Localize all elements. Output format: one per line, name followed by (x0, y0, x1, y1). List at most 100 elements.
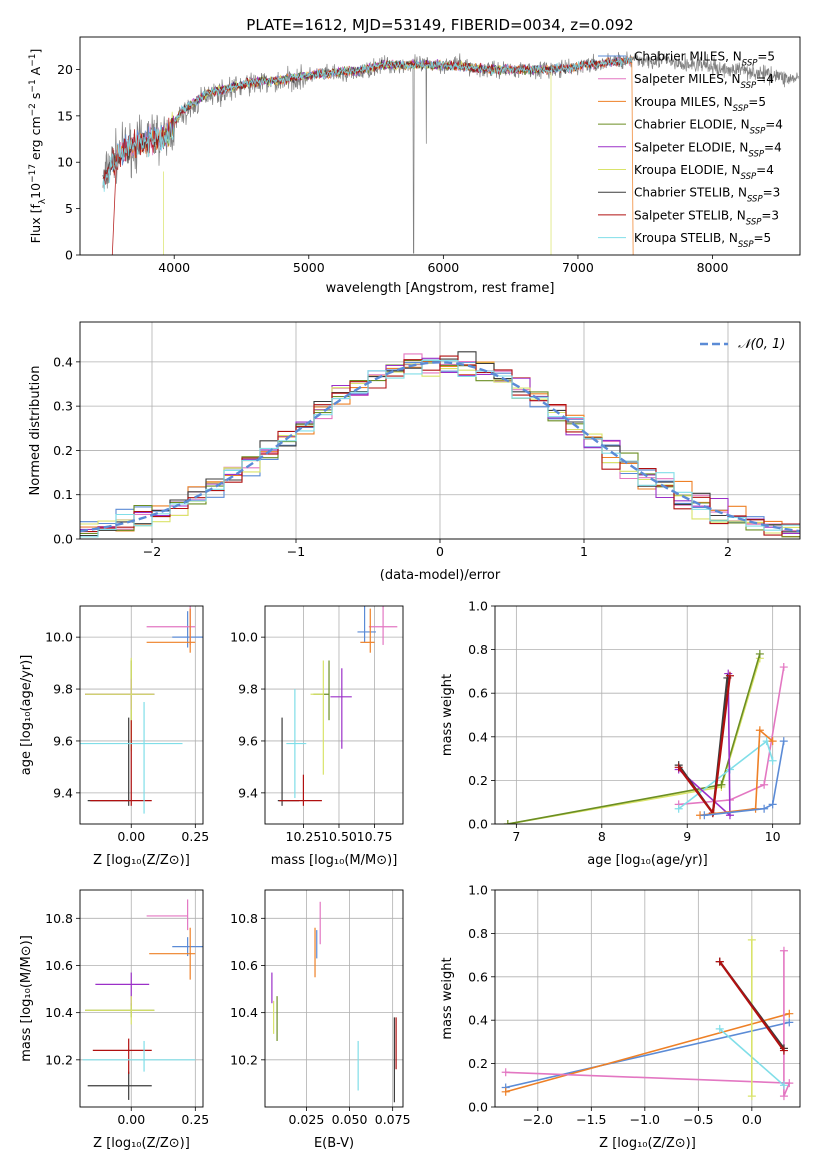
legend-subscript: SSP (742, 59, 758, 69)
legend-count: =5 (757, 50, 775, 64)
x-axis-label: mass [log₁₀(M/M⊙)] (271, 853, 398, 868)
errorbar-kroupa_stelib (80, 702, 183, 814)
y-tick-label: 0.6 (468, 686, 488, 701)
y-tick-label: 0.2 (468, 773, 488, 788)
axes-frame (494, 889, 801, 1108)
x-tick-label: 6000 (427, 260, 459, 275)
legend-text: Chabrier STELIB, N (634, 186, 747, 200)
label-part: −1 (28, 54, 38, 67)
weight-marker-chabrier_elodie (755, 649, 764, 658)
weight-marker-kroupa_stelib (715, 1024, 724, 1033)
weight-marker-kroupa_stelib (674, 804, 683, 813)
weight-marker-chabrier_miles (779, 737, 788, 746)
weight-lines (503, 649, 788, 824)
y-axis-label: Flux [fλ10−17 erg cm−2 s−1 A−1] (28, 49, 48, 244)
weight-marker-kroupa_miles (755, 726, 764, 735)
legend-text: Kroupa ELODIE, N (634, 163, 741, 177)
histogram-kroupa_stelib (80, 359, 800, 538)
x-tick-label: 8 (598, 829, 606, 844)
x-axis-label: E(B-V) (314, 1136, 354, 1151)
legend-subscript: SSP (738, 240, 754, 250)
weight-marker-salpeter_stelib (674, 763, 683, 772)
x-axis-label: Z [log₁₀(Z/Z⊙)] (599, 1136, 696, 1151)
weight-marker-kroupa_miles (785, 1009, 794, 1018)
legend-label-kroupa_miles: Kroupa MILES, NSSP=5 (634, 95, 766, 114)
label-part: A (28, 66, 43, 79)
y-tick-label: 10.4 (45, 1005, 73, 1020)
legend-text: Salpeter MILES, N (634, 72, 741, 86)
y-tick-label: 10.8 (45, 911, 73, 926)
y-tick-label: 9.4 (238, 785, 258, 800)
errorbar-salpeter_miles (368, 606, 398, 645)
y-tick-label: 9.8 (53, 682, 73, 697)
model-spectrum-line-kroupa_miles (111, 56, 634, 255)
legend-subscript: SSP (741, 172, 757, 182)
x-axis-label: (data-model)/error (380, 568, 501, 583)
y-tick-label: 9.4 (53, 785, 73, 800)
x-axis-label: age [log₁₀(age/yr)] (587, 853, 708, 868)
y-tick-label: 20 (57, 62, 73, 77)
label-part: −2 (28, 103, 38, 116)
y-tick-label: 0.3 (53, 399, 73, 414)
legend-text: Kroupa STELIB, N (634, 231, 738, 245)
legend-label-chabrier_elodie: Chabrier ELODIE, NSSP=4 (634, 118, 783, 137)
label-part: Flux [f (28, 204, 43, 244)
weight-line-salpeter_miles (505, 950, 791, 1097)
mass_vs_ebv-panel: 0.025 0.050 0.075 10.2 10.4 10.6 10.8 E(B-V) (230, 889, 411, 1151)
label-part: erg cm (28, 116, 43, 164)
x-tick-label: 10.25 (286, 829, 322, 844)
legend-label-salpeter_miles: Salpeter MILES, NSSP=4 (634, 72, 774, 91)
y-tick-label: 0.4 (468, 1013, 488, 1028)
legend-count: =4 (756, 72, 774, 86)
legend-label-kroupa_stelib: Kroupa STELIB, NSSP=5 (634, 231, 771, 250)
x-tick-label: 0.025 (289, 1112, 325, 1127)
x-tick-label: 2 (724, 544, 732, 559)
x-tick-label: −2 (143, 544, 161, 559)
weight-marker-chabrier_miles (760, 804, 769, 813)
legend-count: =5 (754, 231, 772, 245)
label-part: s (28, 93, 43, 104)
errorbar-chabrier_miles (172, 611, 203, 648)
errorbars (80, 606, 203, 814)
errorbar-kroupa_stelib (286, 689, 307, 799)
legend-label-kroupa_elodie: Kroupa ELODIE, NSSP=4 (634, 163, 774, 182)
legend-count: =3 (763, 186, 781, 200)
errorbars (277, 606, 398, 806)
x-axis-label: Z [log₁₀(Z/Z⊙)] (93, 853, 190, 868)
age_vs_Z-panel: 0.00 0.25 9.4 9.6 9.8 10.0 Z [log₁₀(Z/Z⊙)] age … (19, 605, 209, 868)
x-tick-label: 4000 (158, 260, 190, 275)
x-tick-label: 0.00 (117, 829, 145, 844)
legend-text: Salpeter ELODIE, N (634, 140, 748, 154)
y-tick-label: 0.1 (53, 487, 73, 502)
legend-text: Kroupa MILES, N (634, 95, 733, 109)
label-part: −17 (28, 164, 38, 183)
x-tick-label: 0 (436, 544, 444, 559)
errorbar-kroupa_miles (149, 927, 196, 980)
weight-marker-kroupa_elodie (747, 1092, 756, 1101)
residuals-panel: −2 −1 0 1 2 0.0 0.1 0.2 0.3 0.4 (data-model)/error… (28, 321, 801, 583)
errorbars (271, 901, 397, 1103)
x-tick-label: 8000 (697, 260, 729, 275)
label-part: λ (38, 198, 48, 204)
axes-frame (264, 605, 404, 825)
y-tick-label: 0.0 (53, 532, 73, 547)
y-tick-label: 0.6 (468, 969, 488, 984)
legend-subscript: SSP (746, 217, 762, 227)
legend-label-gaussian: 𝒩(0, 1) (738, 337, 785, 352)
y-axis-label: mass weight (440, 674, 455, 756)
legend-label-salpeter_elodie: Salpeter ELODIE, NSSP=4 (634, 140, 782, 159)
legend-text: Chabrier MILES, N (634, 50, 742, 64)
weight-marker-chabrier_elodie (717, 780, 726, 789)
weight-marker-kroupa_stelib (768, 756, 777, 765)
weight_vs_Z-panel: −2.0 −1.5 −1.0 −0.5 0.0 0.0 0.2 0.4 0.6 0.8 1.0 Z [… (440, 883, 801, 1151)
weight-marker-chabrier_elodie (503, 820, 512, 824)
legend-subscript: SSP (750, 127, 766, 137)
model-spectrum-line-salpeter_stelib (102, 57, 633, 255)
spectrum-lines (102, 51, 799, 255)
y-axis-label: Normed distribution (28, 366, 43, 496)
legend-count: =4 (756, 163, 774, 177)
y-tick-label: 10.8 (230, 911, 258, 926)
legend-label-chabrier_miles: Chabrier MILES, NSSP=5 (634, 50, 775, 69)
